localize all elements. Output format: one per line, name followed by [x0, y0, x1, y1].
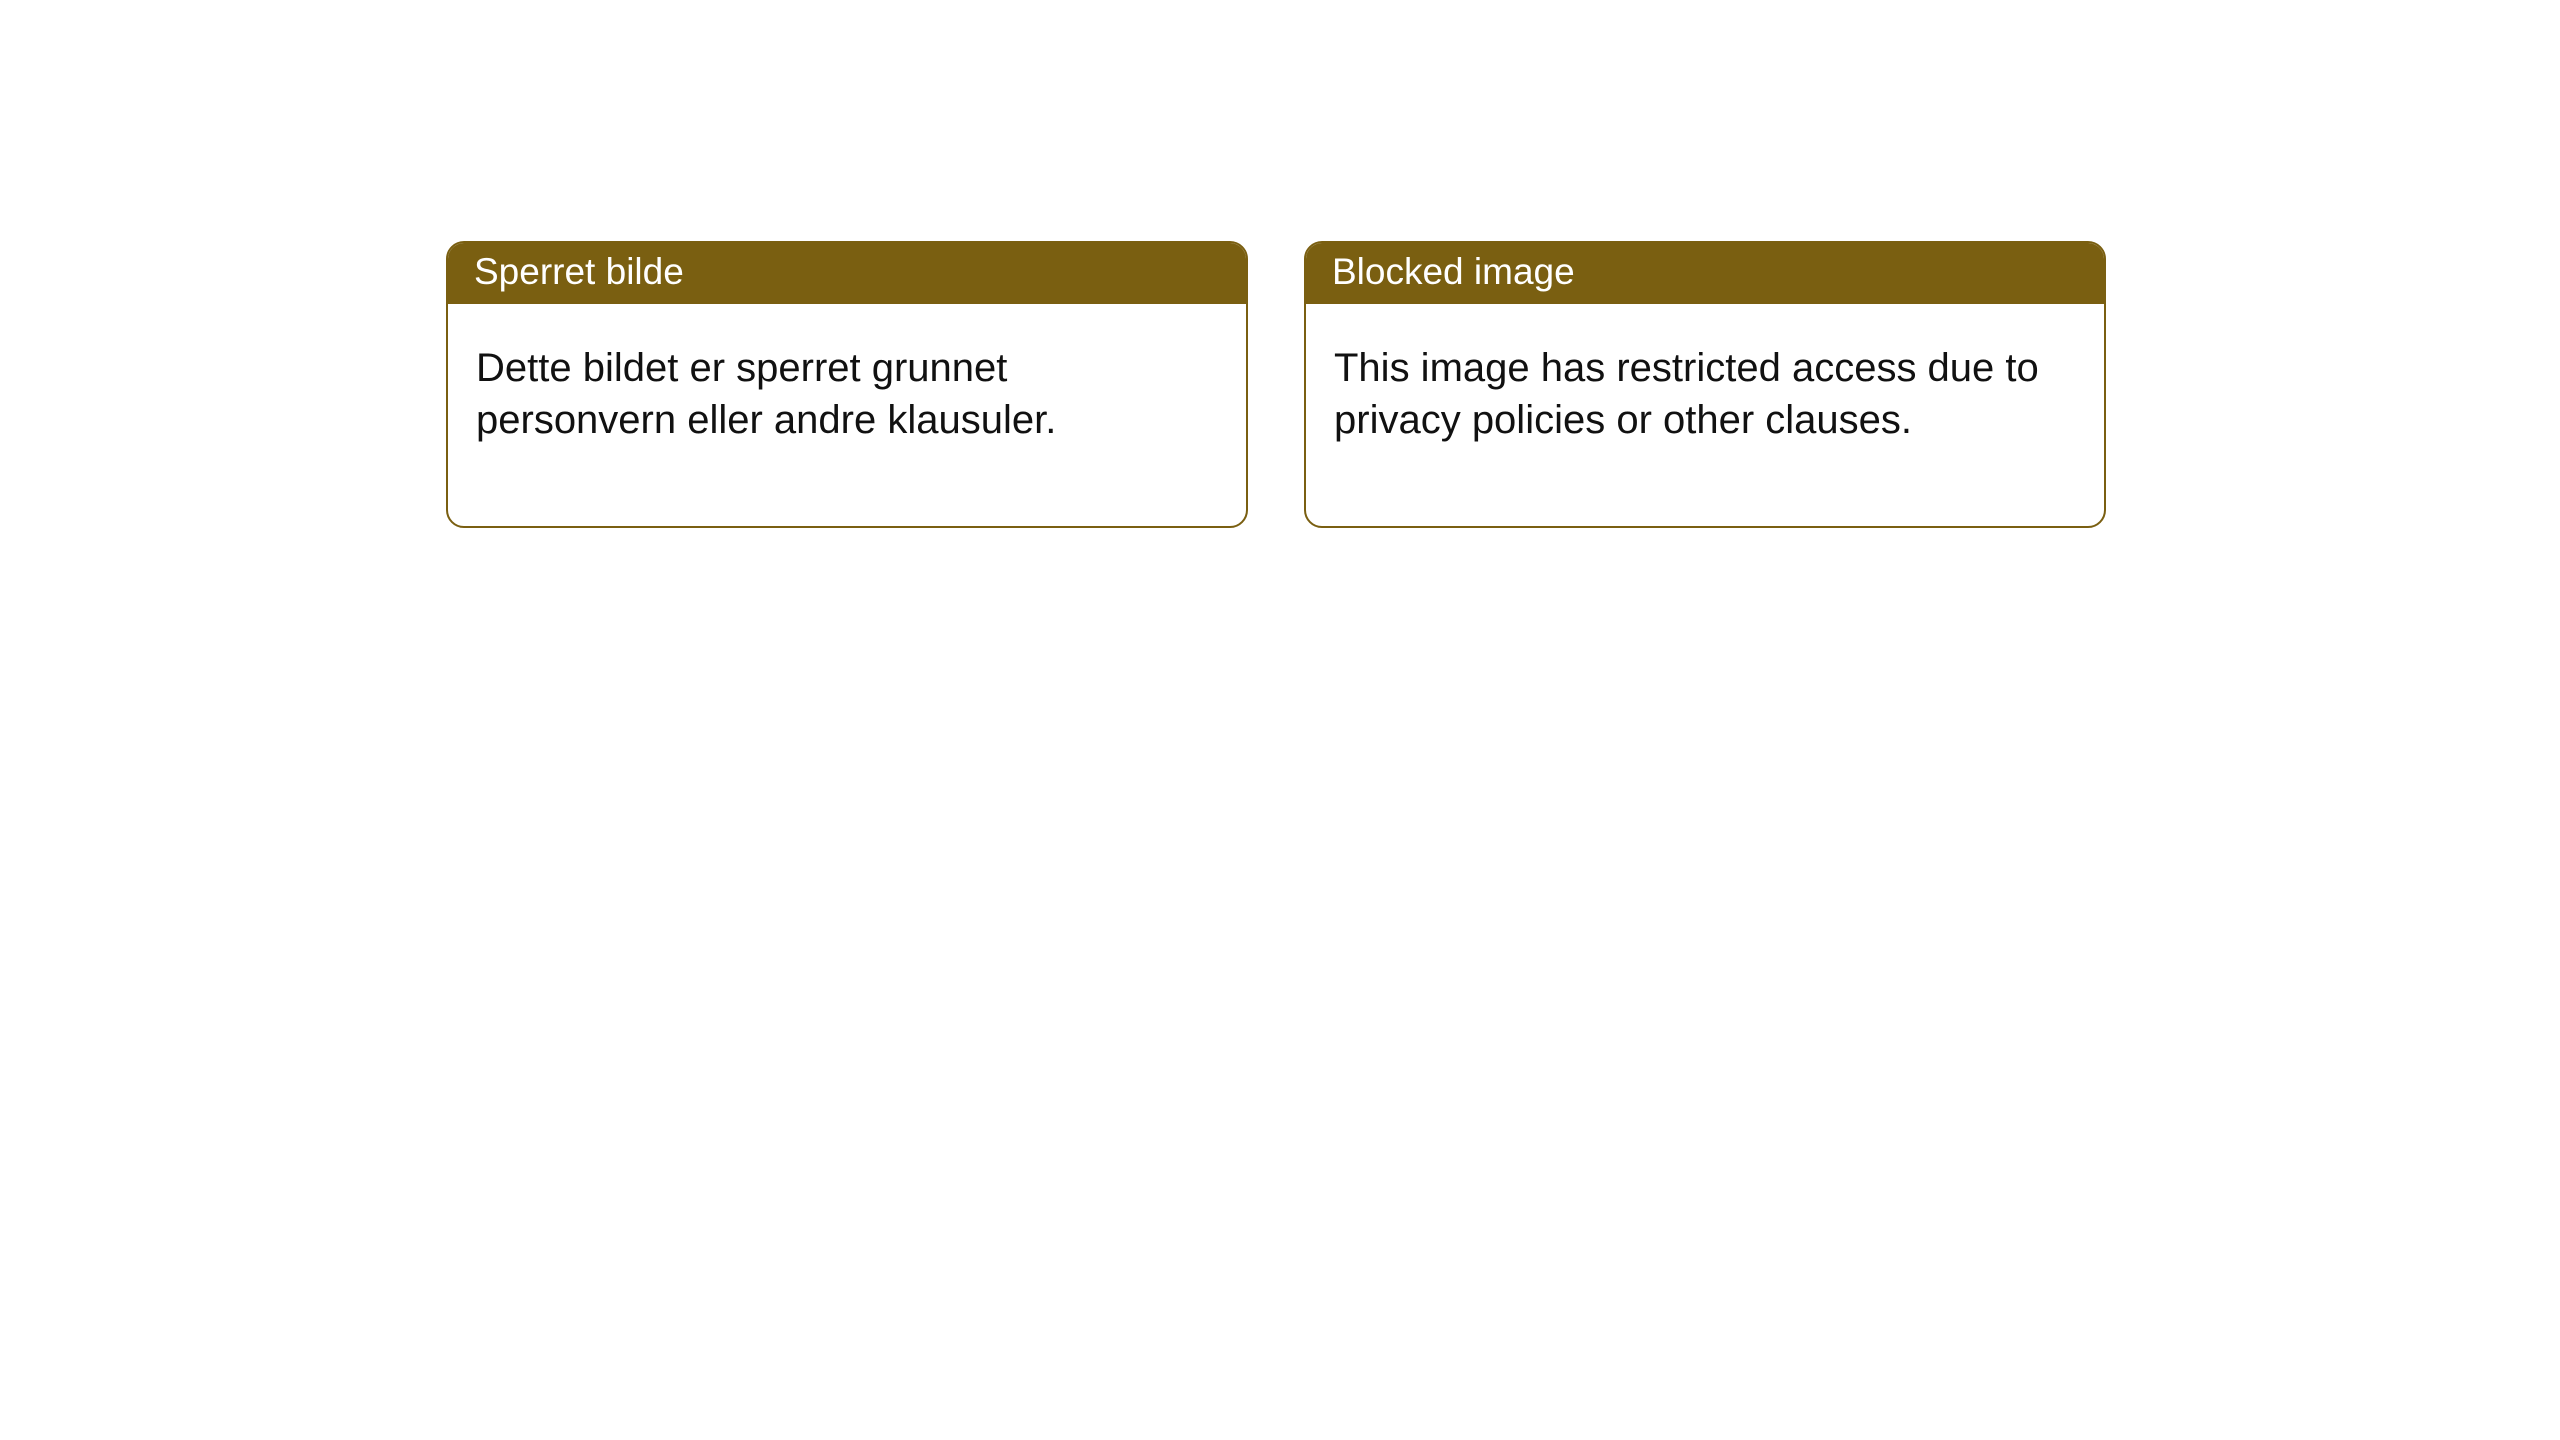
notice-body: This image has restricted access due to … [1306, 304, 2104, 526]
notice-body: Dette bildet er sperret grunnet personve… [448, 304, 1246, 526]
notice-container: Sperret bilde Dette bildet er sperret gr… [0, 0, 2560, 528]
notice-card-english: Blocked image This image has restricted … [1304, 241, 2106, 528]
notice-header: Blocked image [1306, 243, 2104, 304]
notice-card-norwegian: Sperret bilde Dette bildet er sperret gr… [446, 241, 1248, 528]
notice-header: Sperret bilde [448, 243, 1246, 304]
